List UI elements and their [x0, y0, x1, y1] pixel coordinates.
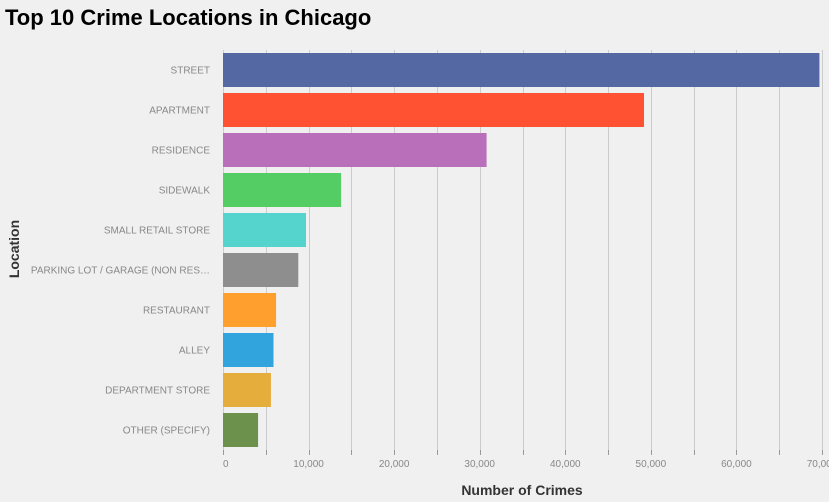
- category-labels: STREET APARTMENT RESIDENCE SIDEWALK SMALL RE…: [31, 66, 210, 437]
- bar[interactable]: [223, 413, 259, 447]
- bar[interactable]: [223, 213, 307, 247]
- x-tick-label: 70,000: [807, 459, 829, 470]
- category-label: ALLEY: [179, 346, 210, 357]
- bar[interactable]: [223, 173, 342, 207]
- category-label: SMALL RETAIL STORE: [104, 226, 210, 237]
- category-label: APARTMENT: [149, 106, 210, 117]
- category-label: RESTAURANT: [143, 306, 210, 317]
- y-axis-title: Location: [6, 220, 22, 278]
- category-label: OTHER (SPECIFY): [123, 426, 210, 437]
- chart-title: Top 10 Crime Locations in Chicago: [5, 5, 371, 30]
- bar[interactable]: [223, 333, 274, 367]
- x-tick-label: 30,000: [464, 459, 495, 470]
- x-tick-label: 50,000: [636, 459, 667, 470]
- bar[interactable]: [223, 373, 271, 407]
- x-tick-label: 40,000: [550, 459, 581, 470]
- x-tick-label: 10,000: [293, 459, 324, 470]
- bar[interactable]: [223, 293, 277, 327]
- category-label: SIDEWALK: [159, 186, 211, 197]
- bars: [223, 53, 820, 447]
- x-axis: 0 10,000 20,000 30,000 40,000 50,000 60,000 70,…: [223, 450, 829, 470]
- bar[interactable]: [223, 53, 820, 87]
- bar[interactable]: [223, 93, 645, 127]
- category-label: RESIDENCE: [152, 146, 211, 157]
- category-label: PARKING LOT / GARAGE (NON RES…: [31, 266, 210, 277]
- category-label: STREET: [171, 66, 210, 77]
- bar[interactable]: [223, 133, 487, 167]
- category-label: DEPARTMENT STORE: [105, 386, 210, 397]
- bar[interactable]: [223, 253, 299, 287]
- x-tick-label: 60,000: [721, 459, 752, 470]
- x-tick-label: 0: [223, 459, 229, 470]
- x-axis-title: Number of Crimes: [461, 482, 583, 498]
- x-tick-label: 20,000: [379, 459, 410, 470]
